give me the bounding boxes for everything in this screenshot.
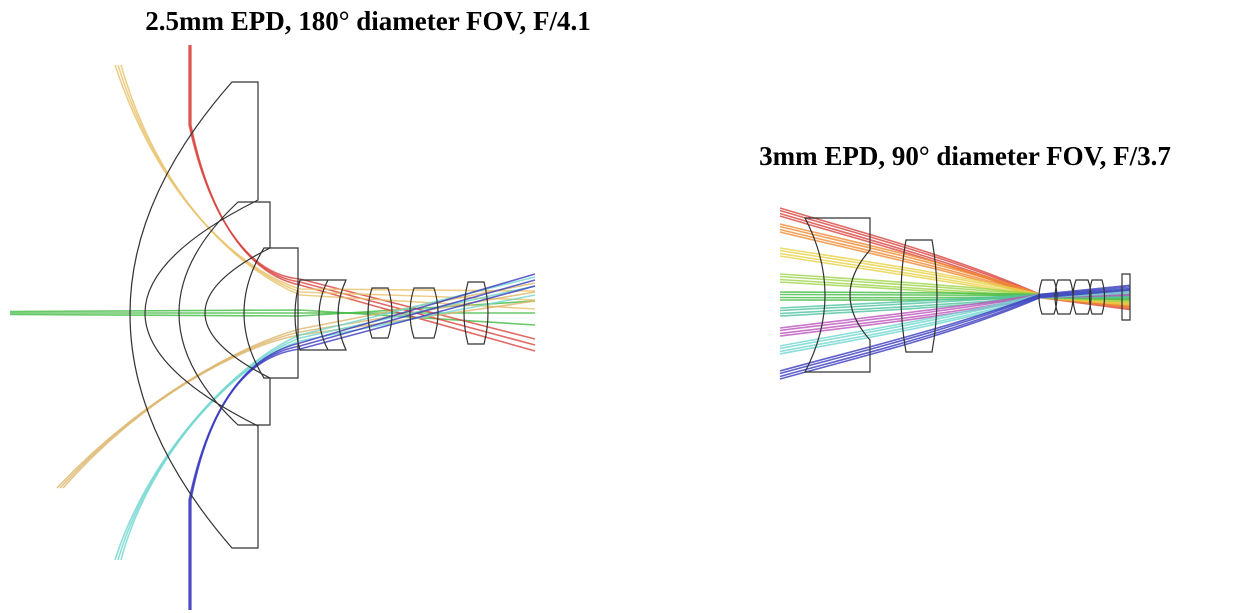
ray [115,65,535,291]
lens-layouts: 2.5mm EPD, 180° diameter FOV, F/4.1 3mm … [0,0,1235,613]
right-title: 3mm EPD, 90° diameter FOV, F/3.7 [759,141,1171,171]
ray [118,65,535,300]
ray [189,274,535,610]
ray-bundles [10,45,1130,610]
ray [121,65,535,309]
ray [115,277,535,560]
left-title: 2.5mm EPD, 180° diameter FOV, F/4.1 [145,6,591,36]
ray [191,286,535,610]
